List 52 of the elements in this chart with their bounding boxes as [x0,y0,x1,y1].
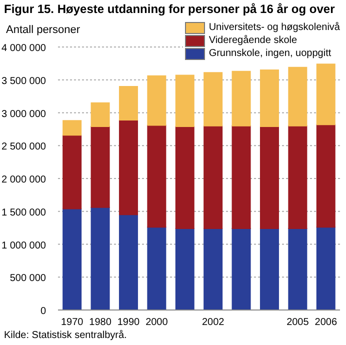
bar [204,125,223,229]
bar [62,208,82,310]
x-tick-label: 1980 [89,317,112,328]
bar [232,228,251,310]
legend-label: Grunnskole, ingen, uoppgitt [208,48,332,60]
bar [316,124,336,228]
bar [232,70,251,126]
y-tick-label: 2 500 000 [2,142,46,153]
y-tick-label: 1 500 000 [2,207,46,218]
bar [232,125,251,229]
bar [90,102,110,128]
bar [118,214,138,310]
legend-label: Videregående skole [208,35,298,47]
bar [62,120,82,136]
x-tick-label: 1970 [60,317,84,328]
bar [118,86,138,120]
y-axis-title: Antall personer [6,24,80,36]
y-tick-label: 2 000 000 [2,174,46,186]
x-tick-label: 2000 [146,317,168,328]
bar [90,126,110,208]
bar [147,226,166,310]
bar [260,126,279,229]
bar [204,72,223,126]
text: Kilde: Statistisk sentralbyrå. [4,330,127,341]
y-tick-label: 500 000 [10,273,46,284]
bar [288,66,308,126]
bar [118,119,138,216]
x-tick-label: 1990 [117,317,140,328]
bar [260,70,279,128]
bar [288,228,308,310]
x-tick-label: 2002 [202,317,225,328]
y-tick-label: 0 [40,306,46,317]
bar [175,228,194,310]
chart-title: Figur 15. Høyeste utdanning for personer på 16 år og over [4,2,335,16]
bar [260,228,279,310]
bar [316,226,336,310]
bar [90,206,110,310]
bar [147,124,166,228]
bar [288,125,308,229]
y-tick-label: 1 000 000 [2,240,46,252]
bar [147,75,166,126]
legend-label: Universitets- og høgskolenivå [208,22,340,34]
bar [316,64,336,126]
bar [175,74,194,128]
y-tick-label: 4 000 000 [2,43,46,54]
y-tick-label: 3 500 000 [2,76,46,87]
x-tick-label: 2006 [314,317,338,328]
bar [175,126,194,229]
bar [62,134,82,210]
x-tick-label: 2005 [286,317,310,328]
bar [204,228,223,310]
y-tick-label: 3 000 000 [2,108,46,120]
